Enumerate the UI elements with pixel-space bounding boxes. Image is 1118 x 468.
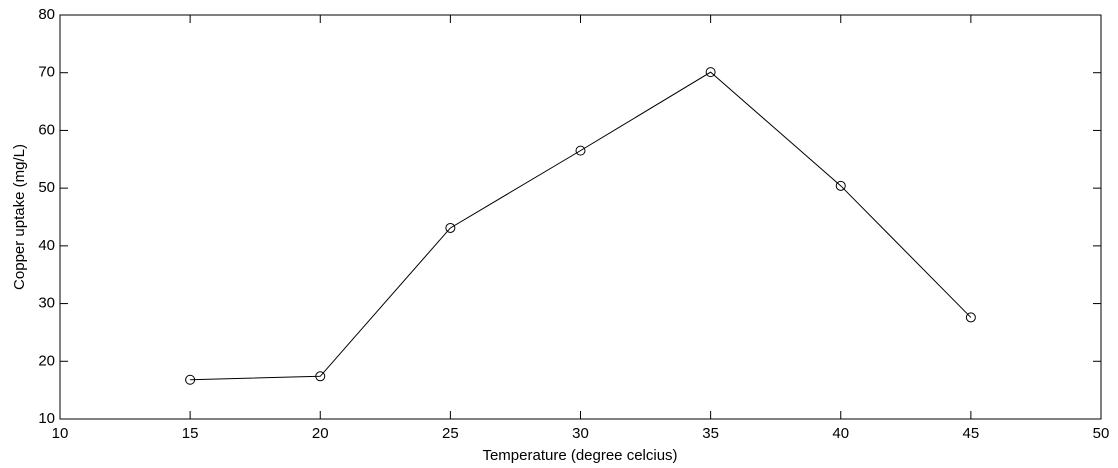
data-point: [835, 180, 846, 191]
data-line: [190, 71, 972, 381]
y-tick-label: 20: [38, 352, 55, 369]
y-tick-label: 10: [38, 410, 55, 427]
x-tick-label: 10: [52, 425, 69, 442]
data-point: [965, 312, 976, 323]
data-point: [315, 371, 326, 382]
x-tick-label: 25: [442, 425, 459, 442]
x-axis-label: Temperature (degree celcius): [482, 447, 677, 464]
data-point: [705, 67, 716, 78]
plot-frame: [59, 14, 1102, 420]
data-point: [185, 374, 196, 385]
y-tick-label: 50: [38, 179, 55, 196]
x-tick-label: 15: [182, 425, 199, 442]
y-tick-label: 70: [38, 64, 55, 81]
y-tick-label: 30: [38, 295, 55, 312]
x-tick-label: 50: [1093, 425, 1110, 442]
y-axis-label: Copper uptake (mg/L): [11, 144, 28, 290]
x-tick-label: 45: [963, 425, 980, 442]
data-point: [575, 145, 586, 156]
data-point: [445, 222, 456, 233]
y-tick-label: 80: [38, 6, 55, 23]
x-tick-label: 40: [832, 425, 849, 442]
x-tick-label: 35: [702, 425, 719, 442]
x-tick-label: 30: [572, 425, 589, 442]
x-tick-label: 20: [312, 425, 329, 442]
y-tick-label: 40: [38, 237, 55, 254]
y-tick-label: 60: [38, 121, 55, 138]
